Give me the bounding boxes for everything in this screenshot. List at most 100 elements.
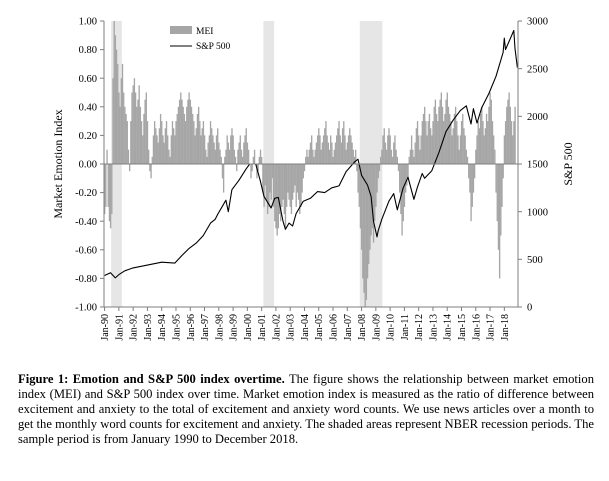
right-tick-label: 3000 [527,17,548,28]
mei-bar [284,164,287,229]
mei-bar [233,149,236,164]
mei-bar [388,128,390,164]
mei-bar [377,164,379,179]
mei-bar [395,149,397,164]
mei-bar [332,156,334,164]
x-tick-label: Jan-13 [428,314,439,341]
mei-bar [312,149,314,164]
mei-bar [283,164,285,215]
mei-bar [435,113,438,164]
mei-bar [472,164,475,193]
legend-mei-label: MEI [196,27,213,37]
mei-bar [475,149,477,164]
mei-bar [458,149,460,164]
mei-bar [289,164,291,207]
mei-bar [387,135,389,164]
mei-bar [465,149,467,164]
right-tick-label: 2000 [527,112,548,123]
mei-bar [347,135,350,164]
mei-bar [173,128,175,164]
mei-bar [194,135,196,164]
mei-bar [502,164,504,179]
mei-bar [288,164,290,200]
mei-bar [270,164,272,200]
mei-bar [195,128,197,164]
mei-bar [335,135,338,164]
right-tick-label: 0 [527,303,532,314]
mei-bar [316,135,319,164]
mei-bar [432,121,434,164]
mei-bar [281,164,283,207]
mei-bar [471,164,473,207]
mei-bar [153,121,156,164]
mei-bar [340,142,343,164]
left-tick-label: 1.00 [79,17,97,28]
mei-bar [193,121,195,164]
mei-bar [460,121,463,164]
legend-mei-swatch [170,26,192,34]
mei-bar [282,164,284,200]
mei-bar [182,106,184,164]
mei-bar [217,128,219,164]
mei-bar [250,164,252,179]
mei-bar [490,99,492,164]
caption-body: The figure shows the relationship betwee… [18,372,594,446]
x-tick-label: Jan-04 [300,314,311,341]
mei-bar [159,113,162,164]
mei-bar [345,149,347,164]
mei-bar [364,164,366,307]
mei-bar [125,113,127,164]
mei-bar [206,156,208,164]
left-tick-label: -0.60 [75,245,97,256]
mei-bar [463,128,465,164]
mei-bar [338,121,340,164]
left-tick-label: 0.80 [79,45,97,56]
mei-bar [512,135,514,164]
mei-bar [320,149,322,164]
x-tick-label: Jan-07 [343,314,354,341]
mei-bar [136,106,138,164]
mei-bar [114,35,117,164]
mei-bar [416,121,419,164]
mei-bar [108,164,111,222]
mei-bar [197,106,200,164]
mei-bar [196,113,199,164]
mei-bar [221,164,224,179]
mei-bar [115,49,118,164]
mei-bar [413,156,415,164]
mei-bar [212,135,214,164]
mei-bar [319,135,321,164]
mei-bar [126,121,128,164]
mei-bar [163,142,165,164]
mei-bar [321,142,324,164]
mei-bar [406,164,408,186]
mei-bar [466,156,469,164]
mei-bar [356,164,358,172]
mei-bar [426,135,428,164]
mei-bar [239,135,241,164]
mei-bar [165,121,168,164]
mei-bar [161,121,163,164]
mei-bar [349,128,351,164]
mei-bar [246,142,249,164]
right-tick-label: 1000 [527,207,548,218]
mei-bar [506,106,508,164]
mei-bar [476,135,478,164]
mei-bar [207,142,209,164]
mei-bar [104,164,106,215]
mei-bar [369,164,371,250]
mei-bar [306,149,308,164]
mei-bar [224,156,226,164]
mei-bar [444,113,446,164]
mei-bar [425,121,427,164]
mei-bar [454,106,457,164]
mei-bar [381,149,383,164]
mei-bar [133,78,136,164]
mei-bar [452,128,454,164]
left-tick-label: -0.80 [75,274,97,285]
mei-bar [297,164,300,200]
mei-bar [507,99,509,164]
mei-bar [399,164,401,193]
mei-bar [237,149,239,164]
mei-bar [513,121,515,164]
